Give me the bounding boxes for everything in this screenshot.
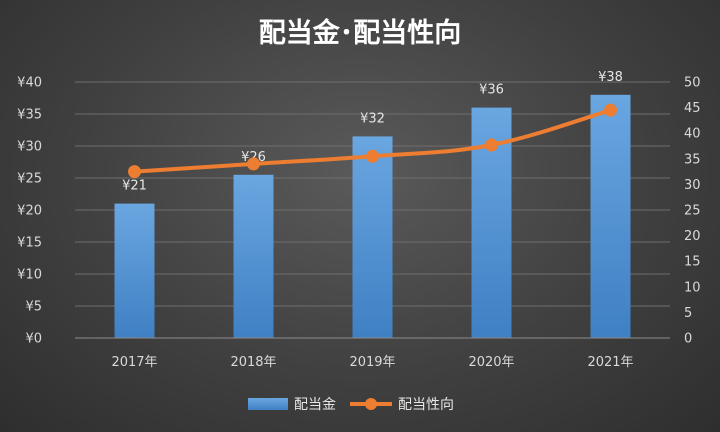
y-axis-left: ¥0 ¥5 ¥10 ¥15 ¥20 ¥25 ¥30 ¥35 ¥40 (17, 76, 42, 347)
y-right-tick-label: 10 (684, 280, 701, 295)
bar-data-label: ¥36 (479, 83, 504, 98)
bar-data-label: ¥38 (598, 70, 623, 85)
x-tick-label: 2020年 (468, 355, 514, 370)
y-axis-right: 0 5 10 15 20 25 30 35 40 45 50 (684, 76, 701, 347)
legend-swatch-marker (365, 398, 377, 410)
y-left-tick-label: ¥20 (17, 204, 42, 219)
bar (233, 174, 274, 338)
y-left-tick-label: ¥0 (25, 332, 42, 347)
y-left-tick-label: ¥10 (17, 268, 42, 283)
bar (352, 136, 393, 338)
y-right-tick-label: 35 (684, 152, 701, 167)
legend-label-bar: 配当金 (294, 397, 336, 413)
y-left-tick-label: ¥40 (17, 76, 42, 91)
legend-label-line: 配当性向 (398, 397, 454, 413)
y-right-tick-label: 5 (684, 306, 692, 321)
y-right-tick-label: 40 (684, 127, 701, 142)
bar (114, 203, 155, 338)
y-right-tick-label: 15 (684, 255, 701, 270)
line-point (128, 165, 141, 179)
legend-swatch-bar (248, 398, 288, 410)
line-point (485, 138, 498, 152)
x-tick-label: 2021年 (587, 355, 633, 370)
chart-title: 配当金･配当性向 (259, 17, 462, 49)
line-series (128, 103, 617, 179)
x-tick-label: 2018年 (230, 355, 276, 370)
x-axis: 2017年 2018年 2019年 2020年 2021年 (75, 337, 670, 370)
line-point (366, 149, 379, 163)
y-right-tick-label: 30 (684, 178, 701, 193)
legend: 配当金 配当性向 (248, 397, 454, 413)
y-right-tick-label: 50 (684, 76, 701, 91)
bar-data-label: ¥26 (241, 150, 266, 165)
bar (590, 94, 631, 338)
bar-data-label: ¥32 (360, 111, 385, 126)
line-point (247, 157, 260, 171)
bar-data-labels: ¥21 ¥26 ¥32 ¥36 ¥38 (122, 70, 623, 194)
y-left-tick-label: ¥5 (25, 300, 42, 315)
y-left-tick-label: ¥30 (17, 140, 42, 155)
bar-data-label: ¥21 (122, 179, 147, 194)
x-tick-label: 2019年 (349, 355, 395, 370)
y-left-tick-label: ¥25 (17, 172, 42, 187)
y-left-tick-label: ¥15 (17, 236, 42, 251)
y-right-tick-label: 0 (684, 332, 692, 347)
y-left-tick-label: ¥35 (17, 108, 42, 123)
x-tick-label: 2017年 (111, 355, 157, 370)
y-right-tick-label: 20 (684, 229, 701, 244)
bar-series (114, 94, 631, 338)
y-right-tick-label: 25 (684, 204, 701, 219)
line-point (604, 103, 617, 117)
y-right-tick-label: 45 (684, 101, 701, 116)
